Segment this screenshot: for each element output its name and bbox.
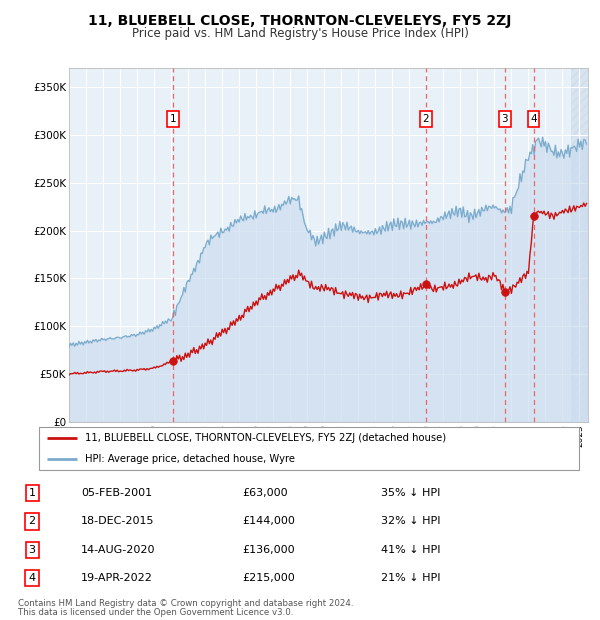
Text: £144,000: £144,000 bbox=[242, 516, 295, 526]
Text: 19-APR-2022: 19-APR-2022 bbox=[81, 574, 153, 583]
Text: 32% ↓ HPI: 32% ↓ HPI bbox=[380, 516, 440, 526]
Text: 41% ↓ HPI: 41% ↓ HPI bbox=[380, 545, 440, 555]
Text: £215,000: £215,000 bbox=[242, 574, 295, 583]
Text: 4: 4 bbox=[530, 114, 537, 124]
Text: Contains HM Land Registry data © Crown copyright and database right 2024.: Contains HM Land Registry data © Crown c… bbox=[18, 599, 353, 608]
Text: 2: 2 bbox=[422, 114, 429, 124]
Text: 18-DEC-2015: 18-DEC-2015 bbox=[81, 516, 155, 526]
Text: 3: 3 bbox=[29, 545, 35, 555]
Text: £63,000: £63,000 bbox=[242, 488, 288, 498]
Text: 3: 3 bbox=[502, 114, 508, 124]
Text: 35% ↓ HPI: 35% ↓ HPI bbox=[380, 488, 440, 498]
Text: HPI: Average price, detached house, Wyre: HPI: Average price, detached house, Wyre bbox=[85, 454, 295, 464]
Text: 21% ↓ HPI: 21% ↓ HPI bbox=[380, 574, 440, 583]
Text: 11, BLUEBELL CLOSE, THORNTON-CLEVELEYS, FY5 2ZJ (detached house): 11, BLUEBELL CLOSE, THORNTON-CLEVELEYS, … bbox=[85, 433, 446, 443]
Text: 11, BLUEBELL CLOSE, THORNTON-CLEVELEYS, FY5 2ZJ: 11, BLUEBELL CLOSE, THORNTON-CLEVELEYS, … bbox=[88, 14, 512, 28]
Text: Price paid vs. HM Land Registry's House Price Index (HPI): Price paid vs. HM Land Registry's House … bbox=[131, 27, 469, 40]
Text: 05-FEB-2001: 05-FEB-2001 bbox=[81, 488, 152, 498]
Text: 1: 1 bbox=[169, 114, 176, 124]
Text: 14-AUG-2020: 14-AUG-2020 bbox=[81, 545, 155, 555]
Text: 4: 4 bbox=[29, 574, 36, 583]
Text: 2: 2 bbox=[29, 516, 36, 526]
Text: This data is licensed under the Open Government Licence v3.0.: This data is licensed under the Open Gov… bbox=[18, 608, 293, 617]
FancyBboxPatch shape bbox=[39, 427, 579, 470]
Text: £136,000: £136,000 bbox=[242, 545, 295, 555]
Text: 1: 1 bbox=[29, 488, 35, 498]
